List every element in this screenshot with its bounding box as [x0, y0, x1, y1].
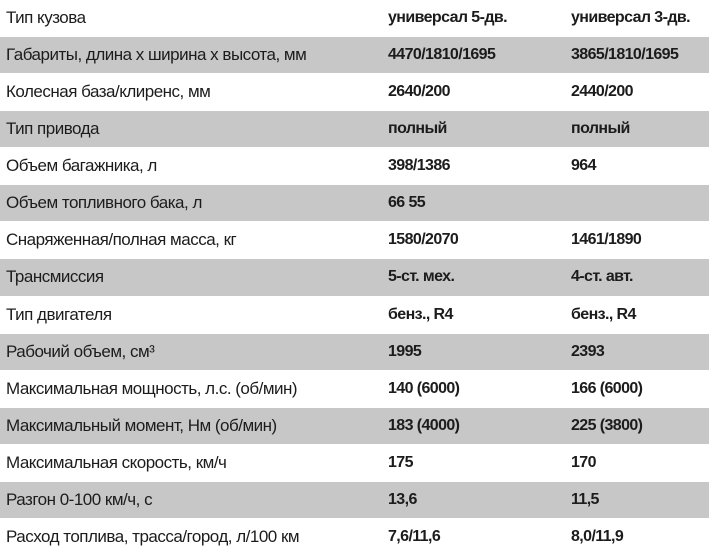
cell-value: 1461/1890	[571, 231, 642, 249]
row-label: Тип кузова	[6, 8, 86, 27]
row-label: Тип двигателя	[6, 304, 112, 324]
cell-value: 2640/200	[388, 83, 451, 101]
cell-value: 13,6	[388, 490, 417, 508]
table-row: Максимальная мощность, л.с. (об/мин) 140 …	[0, 371, 709, 408]
row-label: Габариты, длина х ширина х высота, мм	[6, 45, 307, 65]
table-row: Колесная база/клиренс, мм 2640/200 2440/20…	[0, 74, 709, 112]
row-label: Максимальная мощность, л.с. (об/мин)	[6, 378, 298, 398]
cell-value: 5-ст. мех.	[388, 268, 455, 286]
table-row: Объем багажника, л 398/1386 964	[0, 148, 709, 186]
cell-value: 8,0/11,9	[571, 527, 624, 545]
row-label: Трансмиссия	[6, 267, 104, 287]
row-label: Разгон 0-100 км/ч, с	[6, 489, 153, 509]
cell-value: 964	[571, 157, 597, 175]
row-label: Снаряженная/полная масса, кг	[6, 230, 237, 250]
cell-value: 2440/200	[571, 83, 634, 101]
cell-value: 7,6/11,6	[388, 527, 441, 545]
cell-value: 1995	[388, 342, 422, 360]
row-label: Тип привода	[6, 119, 100, 139]
cell-value: бенз., R4	[388, 305, 453, 323]
row-label: Рабочий объем, см³	[6, 341, 155, 361]
cell-value: полный	[571, 120, 630, 138]
table-row: Трансмиссия 5-ст. мех. 4-ст. авт.	[0, 259, 709, 297]
cell-value: бенз., R4	[571, 305, 636, 323]
row-label: Объем топливного бака, л	[6, 193, 202, 213]
cell-value: 11,5	[571, 490, 599, 508]
cell-value: 175	[388, 453, 414, 471]
cell-value: 398/1386	[388, 157, 451, 175]
row-label: Расход топлива, трасса/город, л/100 км	[6, 526, 300, 546]
table-row: Расход топлива, трасса/город, л/100 км 7,…	[0, 519, 709, 556]
row-label: Максимальный момент, Нм (об/мин)	[6, 415, 277, 435]
table-row: Максимальная скорость, км/ч 175 170	[0, 445, 709, 482]
table-row: Разгон 0-100 км/ч, с 13,6 11,5	[0, 481, 709, 519]
row-label: Объем багажника, л	[6, 156, 157, 176]
cell-value: 1580/2070	[388, 231, 459, 249]
cell-value: 140 (6000)	[388, 379, 460, 397]
cell-value: универсал 3-дв.	[571, 9, 691, 26]
cell-value: универсал 5-дв.	[388, 9, 508, 26]
row-label: Максимальная скорость, км/ч	[6, 452, 227, 472]
cell-value: 170	[571, 453, 597, 471]
cell-value: 66 55	[388, 194, 426, 212]
table-row: Максимальный момент, Нм (об/мин) 183 (400…	[0, 407, 709, 445]
cell-value: 3865/1810/1695	[571, 46, 679, 64]
cell-value: 2393	[571, 342, 605, 360]
cell-value: 4470/1810/1695	[388, 46, 496, 64]
cell-value: 183 (4000)	[388, 416, 460, 434]
cell-value: полный	[388, 120, 447, 138]
table-row: Рабочий объем, см³ 1995 2393	[0, 333, 709, 371]
table-row: Тип привода полный полный	[0, 111, 709, 149]
table-row: Снаряженная/полная масса, кг 1580/2070 146…	[0, 222, 709, 260]
table-row: Габариты, длина х ширина х высота, мм 447…	[0, 37, 709, 75]
table-row: Объем топливного бака, л 66 55	[0, 185, 709, 223]
row-label: Колесная база/клиренс, мм	[6, 82, 211, 102]
cell-value: 4-ст. авт.	[571, 268, 633, 286]
cell-value: 225 (3800)	[571, 416, 643, 434]
cell-value: 166 (6000)	[571, 379, 643, 397]
table-row: Тип кузова универсал 5-дв. универсал 3-дв.	[0, 0, 709, 38]
table-row: Тип двигателя бенз., R4 бенз., R4	[0, 297, 709, 334]
